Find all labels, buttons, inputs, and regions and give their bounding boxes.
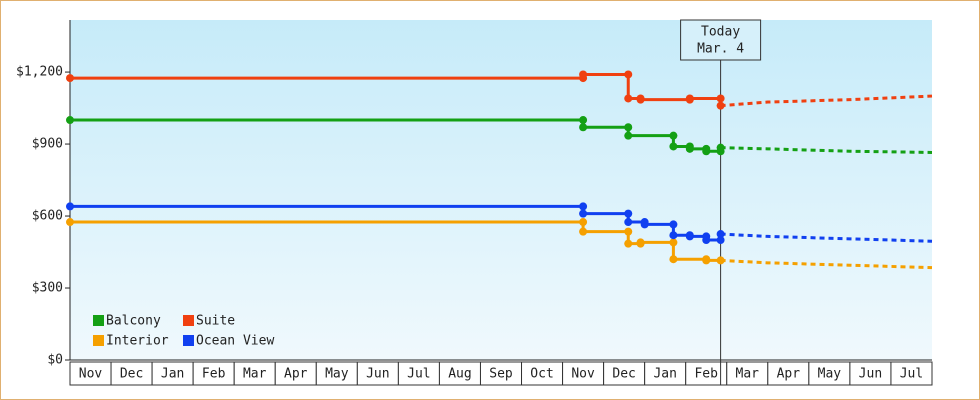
price-point [685, 232, 694, 241]
price-point [716, 101, 725, 110]
price-point [716, 143, 725, 152]
price-point [579, 70, 588, 79]
price-point [624, 131, 633, 140]
y-tick-label: $600 [32, 209, 63, 224]
x-tick-label: Apr [284, 367, 308, 382]
legend-swatch [183, 315, 194, 326]
price-point [685, 94, 694, 103]
price-point [685, 144, 694, 153]
legend-swatch [93, 315, 104, 326]
x-tick-label: Oct [530, 367, 553, 382]
price-point [66, 116, 74, 125]
price-point [579, 209, 588, 218]
x-tick-label: Feb [694, 367, 718, 382]
price-point [702, 147, 711, 156]
y-tick-label: $0 [47, 353, 63, 368]
today-label: Mar. 4 [697, 42, 744, 57]
price-point [579, 116, 588, 125]
price-point [702, 236, 711, 245]
price-point [579, 202, 588, 211]
x-tick-label: Jul [407, 367, 430, 382]
today-box [680, 19, 762, 61]
price-point [579, 218, 588, 227]
price-point [636, 238, 645, 247]
x-tick-label: Jan [653, 367, 676, 382]
price-point [624, 218, 633, 227]
price-point [579, 123, 588, 132]
price-point [669, 255, 678, 264]
price-point [669, 238, 678, 247]
x-tick-label: Nov [571, 367, 595, 382]
legend-label: Interior [106, 334, 169, 349]
x-tick-label: Mar [243, 367, 267, 382]
price-point [624, 227, 633, 236]
price-point [669, 131, 678, 140]
price-point [702, 256, 711, 265]
legend-label: Balcony [106, 314, 161, 329]
x-tick-label: Aug [448, 367, 471, 382]
x-tick-label: Apr [777, 367, 801, 382]
price-point [624, 70, 633, 79]
legend-label: Suite [196, 314, 235, 329]
price-point [716, 230, 725, 239]
x-tick-label: Feb [202, 367, 226, 382]
y-tick-label: $900 [32, 137, 63, 152]
price-point [624, 94, 633, 103]
x-tick-label: May [325, 367, 349, 382]
today-label: Today [701, 25, 740, 40]
price-point [716, 256, 725, 265]
x-tick-label: Jul [900, 367, 923, 382]
legend-label: Ocean View [196, 334, 274, 349]
plot-area [70, 20, 932, 360]
price-point [66, 74, 74, 83]
price-point [640, 220, 649, 229]
x-tick-label: Jun [859, 367, 882, 382]
x-tick-label: Dec [120, 367, 143, 382]
price-point [716, 236, 725, 245]
x-tick-label: Mar [736, 367, 760, 382]
x-tick-label: Jan [161, 367, 184, 382]
price-point [66, 218, 74, 227]
y-tick-label: $1,200 [16, 65, 63, 80]
legend-swatch [93, 335, 104, 346]
price-point [669, 231, 678, 240]
x-tick-label: Dec [612, 367, 635, 382]
price-point [624, 239, 633, 248]
price-point [669, 220, 678, 229]
month-cell [890, 361, 933, 386]
price-point [669, 142, 678, 151]
price-point [636, 95, 645, 104]
price-point [66, 202, 74, 211]
x-tick-label: May [818, 367, 842, 382]
legend-swatch [183, 335, 194, 346]
y-tick-label: $300 [32, 281, 63, 296]
price-point [579, 227, 588, 236]
x-tick-label: Nov [79, 367, 103, 382]
x-tick-label: Sep [489, 367, 513, 382]
price-point [716, 94, 725, 103]
price-point [624, 123, 633, 132]
x-tick-label: Jun [366, 367, 389, 382]
price-point [624, 209, 633, 218]
